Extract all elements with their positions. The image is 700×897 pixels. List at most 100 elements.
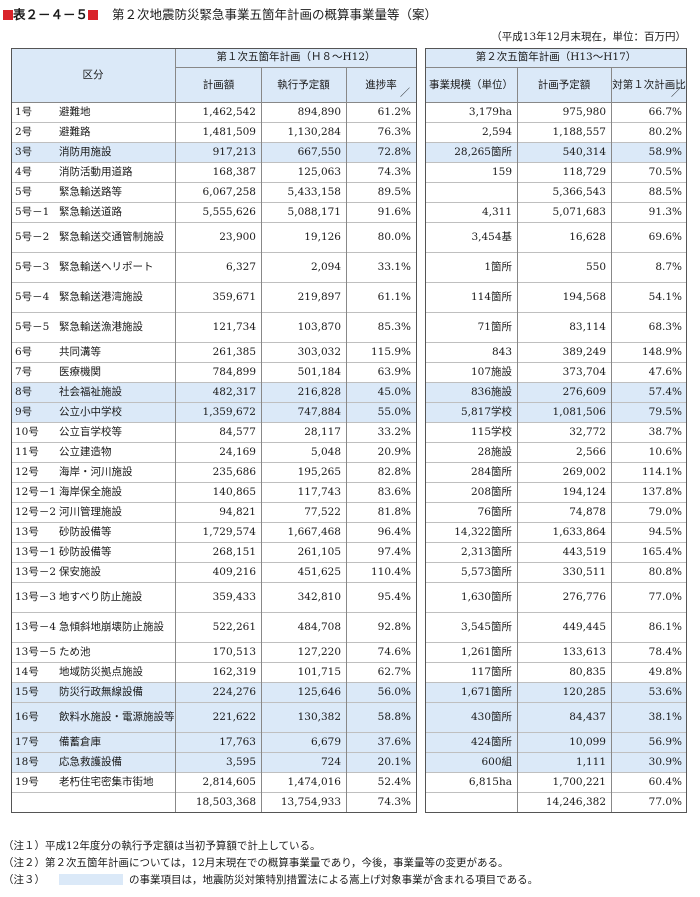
cell-plan-amount: 1,729,574 (176, 523, 261, 543)
cell-plan2-amount: 1,700,221 (517, 773, 611, 793)
header-scale: 事業規模（単位） (425, 68, 517, 103)
row-name: 共同溝等 (59, 346, 101, 358)
row-number: 17号 (15, 736, 39, 748)
cell-plan-amount: 268,151 (176, 543, 261, 563)
row-label: 6号 共同溝等 (11, 343, 175, 363)
cell-ratio: 79.0% (611, 503, 687, 523)
column-divider (261, 68, 262, 813)
cell-plan-amount: 522,261 (176, 613, 261, 643)
row-name: 河川管理施設 (59, 506, 122, 518)
row-label: 8号 社会福祉施設 (11, 383, 175, 403)
cell-progress-rate: 61.1% (346, 283, 416, 313)
cell-plan2-amount: 1,081,506 (517, 403, 611, 423)
cell-exec-amount: 216,828 (261, 383, 346, 403)
cell-plan-amount: 3,595 (176, 753, 261, 773)
cell-progress-rate: 74.6% (346, 643, 416, 663)
column-divider (346, 68, 347, 813)
table-row: 15号 防災行政無線設備 224,276 125,646 56.0% 1,671箇所 120… (11, 683, 687, 703)
header-category: 区分 (11, 48, 175, 103)
row-number: 8号 (15, 386, 33, 398)
row-label: 13号－3 地すべり防止施設 (11, 583, 175, 613)
cell-plan2-amount: 120,285 (517, 683, 611, 703)
cell-plan-amount: 6,327 (176, 253, 261, 283)
header-group-row: 区分 第１次五箇年計画（Ｈ８～H12） 第２次五箇年計画（H13～H17） (11, 48, 687, 103)
row-name: 地すべり防止施設 (59, 591, 143, 603)
row-name: 海岸・河川施設 (59, 466, 133, 478)
cell-plan2-amount: 1,188,557 (517, 123, 611, 143)
table-row: 13号－2 保安施設 409,216 451,625 110.4% 5,573箇所 330,… (11, 563, 687, 583)
table-row: 13号－4 急傾斜地崩壊防止施設 522,261 484,708 92.8% 3,545箇… (11, 613, 687, 643)
cell-exec-amount: 127,220 (261, 643, 346, 663)
row-name: 避難地 (59, 106, 91, 118)
row-number: 13号－5 (15, 646, 57, 658)
cell-scale: 284箇所 (425, 463, 517, 483)
row-label: 13号 砂防設備等 (11, 523, 175, 543)
row-name: 応急救護設備 (59, 756, 122, 768)
cell-plan-amount: 121,734 (176, 313, 261, 343)
table-row: 12号－2 河川管理施設 94,821 77,522 81.8% 76箇所 74,878 79… (11, 503, 687, 523)
note-2: （注２）第２次五箇年計画については，12月末現在での概算事業量であり，今後，事業… (3, 857, 509, 869)
row-label: 19号 老朽住宅密集市街地 (11, 773, 175, 793)
cell-plan-amount: 1,481,509 (176, 123, 261, 143)
cell-scale: 159 (425, 163, 517, 183)
cell-scale: 14,322箇所 (425, 523, 517, 543)
cell-exec-amount: 1,474,016 (261, 773, 346, 793)
row-number: 5号 (15, 186, 33, 198)
row-name: 公立盲学校等 (59, 426, 122, 438)
cell-ratio: 66.7% (611, 103, 687, 123)
table-row: 5号 緊急輸送路等 6,067,258 5,433,158 89.5% 5,366,543… (11, 183, 687, 203)
cell-exec-amount: 77,522 (261, 503, 346, 523)
cell-plan-amount: 18,503,368 (176, 793, 261, 813)
row-number: 13号 (15, 526, 39, 538)
cell-progress-rate: 58.8% (346, 703, 416, 733)
cell-ratio: 77.0% (611, 793, 687, 813)
column-gap (416, 48, 425, 813)
row-name: 避難路 (59, 126, 91, 138)
table-row: 19号 老朽住宅密集市街地 2,814,605 1,474,016 52.4% 6,815… (11, 773, 687, 793)
cell-progress-rate: 115.9% (346, 343, 416, 363)
cell-ratio: 47.6% (611, 363, 687, 383)
cell-plan2-amount: 14,246,382 (517, 793, 611, 813)
row-label: 14号 地域防災拠点施設 (11, 663, 175, 683)
row-label: 15号 防災行政無線設備 (11, 683, 175, 703)
row-name: 備蓄倉庫 (59, 736, 101, 748)
cell-plan-amount: 168,387 (176, 163, 261, 183)
row-number: 10号 (15, 426, 39, 438)
row-number: 4号 (15, 166, 33, 178)
cell-plan2-amount: 449,445 (517, 613, 611, 643)
cell-progress-rate: 96.4% (346, 523, 416, 543)
cell-progress-rate: 92.8% (346, 613, 416, 643)
cell-exec-amount: 342,810 (261, 583, 346, 613)
cell-plan2-amount: 1,111 (517, 753, 611, 773)
cell-ratio: 80.2% (611, 123, 687, 143)
cell-progress-rate: 55.0% (346, 403, 416, 423)
row-label: 2号 避難路 (11, 123, 175, 143)
cell-plan2-amount: 373,704 (517, 363, 611, 383)
table-row: 5号－2 緊急輸送交通管制施設 23,900 19,126 80.0% 3,454基 16,… (11, 223, 687, 253)
note-1: （注１）平成12年度分の執行予定額は当初予算額で計上している。 (3, 840, 321, 852)
cell-ratio: 38.7% (611, 423, 687, 443)
cell-scale: 28施設 (425, 443, 517, 463)
cell-plan-amount: 140,865 (176, 483, 261, 503)
table-label: 表２－４－５ (13, 7, 89, 22)
row-name: ため池 (59, 646, 91, 658)
table-title: 表２－４－５ 第２次地震防災緊急事業五箇年計画の概算事業量等（案） (3, 4, 437, 22)
row-number: 12号－2 (15, 506, 57, 518)
cell-plan-amount: 84,577 (176, 423, 261, 443)
table-row: 12号 海岸・河川施設 235,686 195,265 82.8% 284箇所 269,00… (11, 463, 687, 483)
cell-scale: 208箇所 (425, 483, 517, 503)
cell-plan-amount: 170,513 (176, 643, 261, 663)
cell-progress-rate: 61.2% (346, 103, 416, 123)
row-name: 急傾斜地崩壊防止施設 (59, 621, 164, 633)
row-name: 消防活動用道路 (59, 166, 133, 178)
row-name: 防災行政無線設備 (59, 686, 143, 698)
cell-progress-rate: 110.4% (346, 563, 416, 583)
row-number: 13号－1 (15, 546, 57, 558)
table-row: 7号 医療機関 784,899 501,184 63.9% 107施設 373,704 47.… (11, 363, 687, 383)
table-row: 5号－4 緊急輸送港湾施設 359,671 219,897 61.1% 114箇所 194,… (11, 283, 687, 313)
cell-exec-amount: 28,117 (261, 423, 346, 443)
cell-ratio: 56.9% (611, 733, 687, 753)
row-number: 3号 (15, 146, 33, 158)
cell-progress-rate: 56.0% (346, 683, 416, 703)
cell-progress-rate: 33.2% (346, 423, 416, 443)
